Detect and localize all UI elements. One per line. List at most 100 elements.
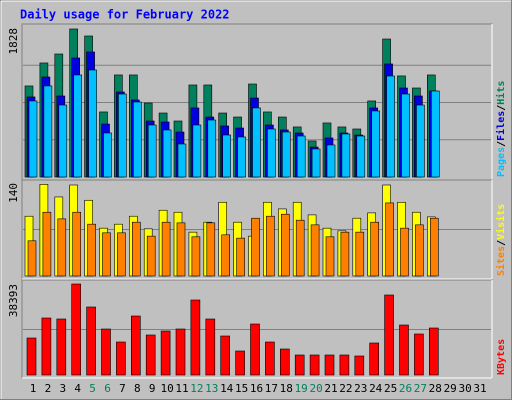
bar xyxy=(71,283,81,376)
bar xyxy=(400,227,409,277)
bar xyxy=(132,221,141,277)
bar xyxy=(310,224,320,277)
bar xyxy=(294,354,305,376)
bar xyxy=(117,232,126,277)
bar xyxy=(87,223,96,277)
bar xyxy=(415,224,424,277)
bar xyxy=(26,337,37,376)
bar xyxy=(325,236,335,277)
bar xyxy=(295,219,305,277)
bar xyxy=(162,129,172,178)
x-tick-label: 20 xyxy=(309,382,322,395)
bar xyxy=(326,144,336,178)
legend-entry: Sites xyxy=(495,246,507,276)
bar xyxy=(237,136,246,178)
bar xyxy=(56,318,67,376)
bar xyxy=(385,202,394,277)
x-tick-label: 14 xyxy=(220,382,234,395)
bar xyxy=(206,222,216,277)
x-tick-label: 16 xyxy=(250,382,263,395)
x-tick-label: 12 xyxy=(190,382,203,395)
bar xyxy=(57,218,67,277)
x-tick-label: 27 xyxy=(414,382,427,395)
bar xyxy=(428,327,439,376)
bar xyxy=(251,217,260,277)
x-tick-label: 18 xyxy=(280,382,293,395)
legend-entry: Visits xyxy=(495,204,507,240)
x-tick-label: 10 xyxy=(160,382,173,395)
bar xyxy=(116,341,126,376)
bar xyxy=(43,85,53,178)
bar xyxy=(340,231,350,277)
x-tick-label: 11 xyxy=(175,382,188,395)
x-tick-label: 9 xyxy=(149,382,156,395)
bar xyxy=(401,93,410,178)
bar xyxy=(102,232,111,277)
bar xyxy=(371,110,381,178)
x-tick-label: 19 xyxy=(295,382,308,395)
bar xyxy=(281,131,291,178)
bar xyxy=(341,133,351,178)
bar xyxy=(73,74,82,178)
x-tick-label: 31 xyxy=(473,382,486,395)
x-tick-label: 15 xyxy=(235,382,248,395)
y-tick-label: 140 xyxy=(7,183,20,203)
bar xyxy=(146,235,156,277)
legend-separator: / xyxy=(496,141,507,147)
bar xyxy=(42,211,52,277)
legend-entry: Hits xyxy=(495,81,507,105)
bar xyxy=(356,135,366,178)
bar xyxy=(192,124,202,178)
bar xyxy=(207,119,217,178)
bar xyxy=(177,143,187,178)
bar xyxy=(58,104,68,178)
bar xyxy=(399,324,409,376)
bar xyxy=(384,294,394,376)
bar xyxy=(267,128,276,178)
bar xyxy=(41,317,52,376)
bar xyxy=(252,107,261,178)
bar xyxy=(414,333,424,376)
bar xyxy=(339,354,350,376)
x-tick-label: 28 xyxy=(429,382,442,395)
x-tick-label: 23 xyxy=(354,382,367,395)
legend-entry: Pages xyxy=(496,147,507,177)
bar xyxy=(309,354,320,376)
bar xyxy=(265,341,275,376)
x-tick-label: 13 xyxy=(205,382,218,395)
x-tick-label: 2 xyxy=(45,382,52,395)
bar xyxy=(354,355,365,376)
bar xyxy=(175,328,186,376)
bar xyxy=(220,335,230,376)
bar xyxy=(103,132,112,178)
bar xyxy=(131,315,141,376)
bar xyxy=(370,221,380,277)
legend-separator: / xyxy=(496,105,507,111)
x-tick-label: 24 xyxy=(369,382,383,395)
bar xyxy=(279,348,290,376)
bar xyxy=(296,135,306,178)
bar xyxy=(191,236,201,277)
legend: Sites/Visits xyxy=(495,204,507,276)
bar xyxy=(221,234,230,277)
bar xyxy=(86,306,96,376)
bar xyxy=(88,69,97,178)
x-tick-label: 1 xyxy=(30,382,37,395)
bar xyxy=(205,318,216,376)
x-tick-label: 8 xyxy=(134,382,141,395)
bar xyxy=(147,124,157,178)
bar xyxy=(355,231,365,277)
chart-title: Daily usage for February 2022 xyxy=(20,8,230,22)
bar xyxy=(236,237,245,277)
bar xyxy=(386,75,395,178)
y-tick-label: 38393 xyxy=(7,284,20,317)
x-tick-label: 5 xyxy=(89,382,96,395)
bar xyxy=(250,323,260,376)
x-tick-label: 4 xyxy=(74,382,81,395)
bar xyxy=(429,217,439,277)
bar xyxy=(118,93,127,178)
y-tick-label: 1828 xyxy=(7,28,20,55)
bar xyxy=(161,221,171,277)
bar xyxy=(101,328,111,376)
